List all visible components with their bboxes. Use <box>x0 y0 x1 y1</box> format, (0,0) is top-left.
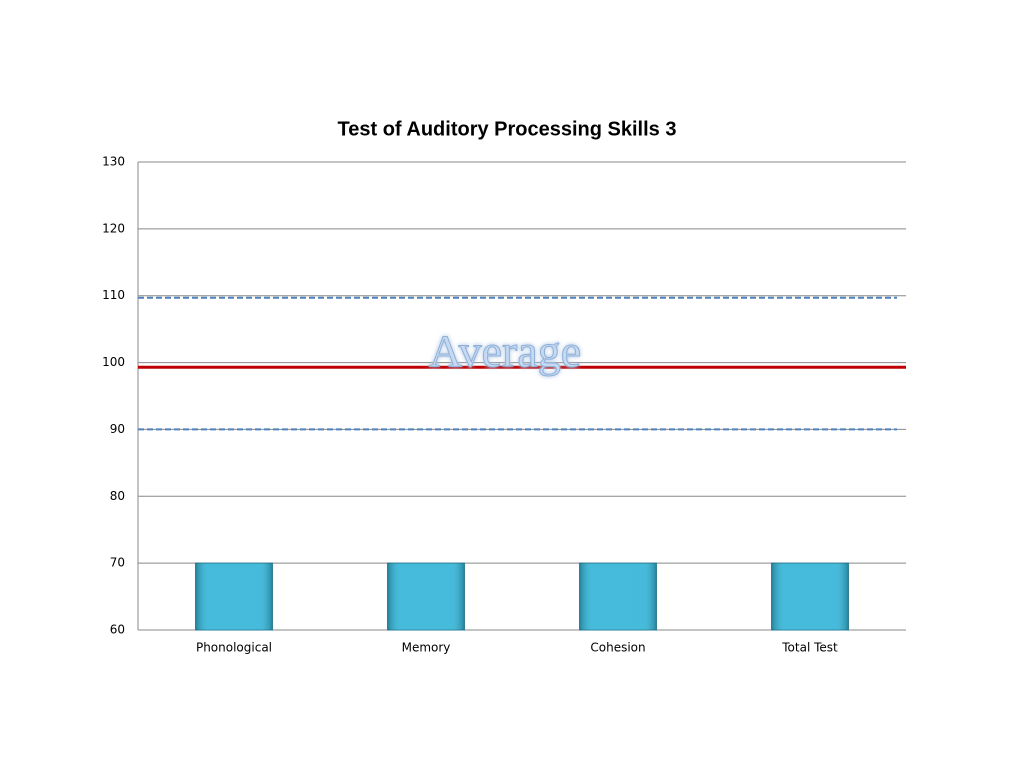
y-tick-label: 100 <box>102 355 125 369</box>
y-tick-label: 120 <box>102 221 125 235</box>
bar-shade <box>771 563 849 630</box>
y-tick-label: 60 <box>110 623 125 637</box>
bar-shade <box>579 563 657 630</box>
y-tick-label: 110 <box>102 288 125 302</box>
x-tick-label: Memory <box>402 641 451 655</box>
y-tick-label: 70 <box>110 556 125 570</box>
x-tick-label: Total Test <box>781 641 838 655</box>
chart-title: Test of Auditory Processing Skills 3 <box>338 118 677 140</box>
x-tick-label: Phonological <box>196 641 272 655</box>
annotation: Average <box>429 326 581 377</box>
bar-shade <box>195 563 273 630</box>
y-tick-label: 90 <box>110 422 125 436</box>
bar-shade <box>387 563 465 630</box>
y-tick-label: 130 <box>102 155 125 169</box>
x-tick-label: Cohesion <box>590 641 645 655</box>
y-tick-label: 80 <box>110 489 125 503</box>
